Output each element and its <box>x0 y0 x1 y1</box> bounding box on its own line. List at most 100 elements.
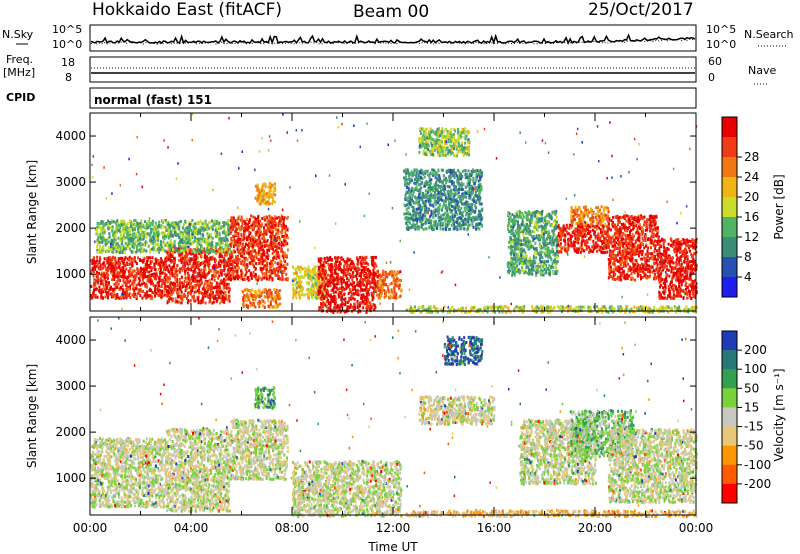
range-gate-cell <box>383 289 386 292</box>
range-gate-cell <box>211 301 214 305</box>
range-gate-cell <box>329 284 332 288</box>
freq-label: Freq. <box>6 53 33 66</box>
range-gate-cell <box>386 272 389 276</box>
range-gate-cell <box>114 227 117 231</box>
range-gate-cell <box>223 300 226 304</box>
range-gate-cell <box>167 276 170 280</box>
range-gate-cell <box>232 216 235 220</box>
range-gate-cell <box>267 219 270 223</box>
range-gate-cell <box>299 281 301 285</box>
range-gate-cell <box>104 273 107 277</box>
range-gate-cell <box>248 230 251 234</box>
range-gate-cell <box>232 245 235 249</box>
range-gate-cell <box>126 289 128 293</box>
range-gate-cell <box>103 287 106 291</box>
range-gate-cell <box>269 302 272 306</box>
range-gate-cell <box>228 247 231 251</box>
range-gate-cell <box>236 270 239 273</box>
range-gate-cell <box>214 274 217 278</box>
range-gate-cell <box>225 278 227 282</box>
range-gate-cell <box>475 199 478 203</box>
range-gate-cell <box>265 201 267 205</box>
range-gate-cell <box>337 295 340 299</box>
range-gate-cell <box>263 215 266 219</box>
range-gate-cell <box>160 284 163 288</box>
range-gate-cell <box>132 287 134 291</box>
range-gate-cell <box>173 223 176 227</box>
range-gate-cell <box>137 291 140 295</box>
range-gate-cell <box>263 306 266 309</box>
range-gate-cell <box>298 268 301 272</box>
range-gate-cell <box>183 222 186 226</box>
range-gate-cell <box>99 288 102 292</box>
range-gate-cell <box>331 265 334 269</box>
range-gate-cell <box>154 268 157 272</box>
range-gate-cell <box>248 225 250 229</box>
range-gate-cell <box>134 227 136 231</box>
range-gate-cell <box>166 299 169 303</box>
range-gate-cell <box>242 232 245 236</box>
range-gate-cell <box>122 220 125 224</box>
range-gate-cell <box>134 235 137 239</box>
range-gate-cell <box>271 297 274 301</box>
range-gate-cell <box>356 299 359 303</box>
range-gate-cell <box>246 258 249 262</box>
range-gate-cell <box>283 239 286 243</box>
range-gate-cell <box>395 277 398 281</box>
range-gate-cell <box>187 298 190 302</box>
range-gate-cell <box>158 220 161 224</box>
range-gate-cell <box>275 228 278 232</box>
range-gate-cell <box>155 271 158 275</box>
range-gate-cell <box>230 228 233 232</box>
range-gate-cell <box>365 261 368 265</box>
range-gate-cell <box>244 273 247 277</box>
range-gate-cell <box>119 233 122 237</box>
range-gate-cell <box>108 245 110 249</box>
range-gate-cell <box>176 291 179 295</box>
range-gate-cell <box>218 274 221 278</box>
range-gate-cell <box>168 286 171 290</box>
range-gate-cell <box>228 299 231 303</box>
range-gate-cell <box>134 240 137 244</box>
nsearch-label: N.Search <box>744 28 794 41</box>
noise-panel: N.Sky 10^5 10^0 10^5 10^0 N.Search <box>2 23 794 52</box>
range-gate-cell <box>280 224 283 228</box>
range-gate-cell <box>259 245 262 249</box>
range-gate-cell <box>178 244 181 248</box>
range-gate-cell <box>188 233 190 237</box>
range-gate-cell <box>368 287 371 291</box>
range-gate-cell <box>145 263 148 266</box>
range-gate-cell <box>275 300 278 304</box>
range-gate-cell <box>185 277 188 281</box>
range-gate-cell <box>96 270 98 274</box>
range-gate-cell <box>110 259 113 263</box>
range-gate-cell <box>156 281 159 285</box>
range-gate-cell <box>390 271 393 275</box>
range-gate-cell <box>166 284 169 288</box>
range-gate-cell <box>157 234 159 238</box>
range-gate-cell <box>97 277 100 281</box>
range-gate-cell <box>117 223 120 227</box>
range-gate-cell <box>272 189 275 193</box>
range-gate-cell <box>271 270 274 274</box>
range-gate-cell <box>195 231 198 235</box>
range-gate-cell <box>196 279 199 283</box>
range-gate-cell <box>360 264 363 268</box>
range-gate-cell <box>377 296 380 300</box>
range-gate-cell <box>208 261 211 265</box>
range-gate-cell <box>202 295 205 299</box>
range-gate-cell <box>99 257 102 261</box>
range-gate-cell <box>96 255 98 259</box>
range-gate-cell <box>250 276 253 280</box>
range-gate-cell <box>131 264 134 267</box>
range-gate-cell <box>173 256 176 260</box>
range-gate-cell <box>310 279 313 283</box>
range-gate-cell <box>352 270 355 274</box>
range-gate-cell <box>122 234 125 238</box>
range-gate-cell <box>101 288 104 292</box>
range-gate-cell <box>90 294 93 298</box>
range-gate-cell <box>218 243 221 247</box>
range-gate-cell <box>225 241 228 245</box>
range-gate-cell <box>180 249 183 253</box>
range-gate-cell <box>96 230 99 234</box>
